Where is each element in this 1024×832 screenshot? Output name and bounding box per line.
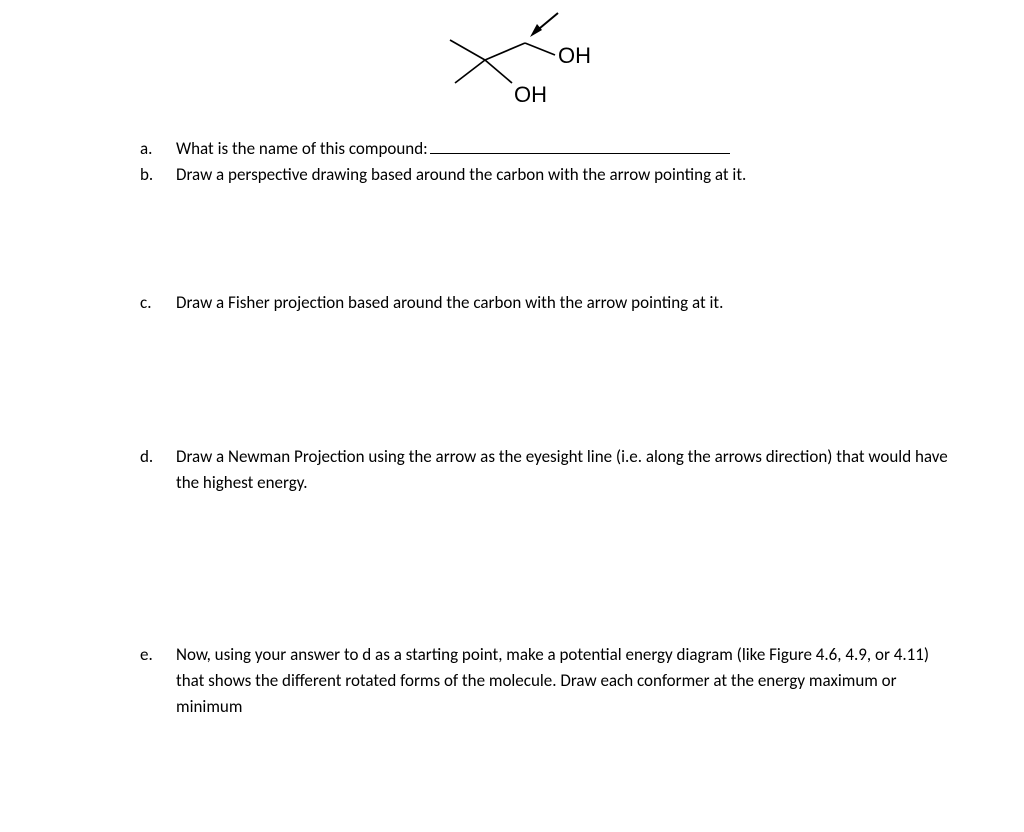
question-letter: b. (140, 162, 176, 188)
question-letter: d. (140, 444, 176, 470)
question-letter: e. (140, 642, 176, 668)
molecule-diagram: OH OH (430, 5, 630, 115)
question-text: What is the name of this compound: (176, 136, 960, 162)
oh-label-bottom: OH (514, 82, 547, 107)
oh-label-top: OH (558, 43, 591, 68)
question-letter: c. (140, 290, 176, 316)
question-list: a. What is the name of this compound: b.… (140, 136, 960, 721)
question-d: d. Draw a Newman Projection using the ar… (140, 444, 960, 497)
question-text: Draw a perspective drawing based around … (176, 162, 960, 188)
question-text: Now, using your answer to d as a startin… (176, 642, 960, 721)
question-e: e. Now, using your answer to d as a star… (140, 642, 960, 721)
question-letter: a. (140, 136, 176, 162)
question-text: Draw a Fisher projection based around th… (176, 290, 960, 316)
question-text: Draw a Newman Projection using the arrow… (176, 444, 960, 497)
answer-blank (430, 136, 730, 154)
question-c: c. Draw a Fisher projection based around… (140, 290, 960, 316)
question-b: b. Draw a perspective drawing based arou… (140, 162, 960, 188)
question-a: a. What is the name of this compound: (140, 136, 960, 162)
